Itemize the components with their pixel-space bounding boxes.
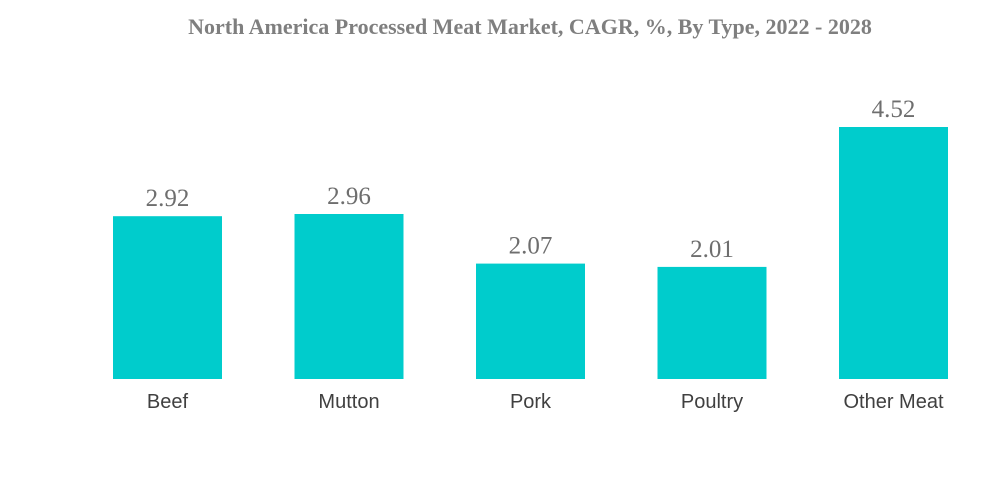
bar-other-meat	[839, 127, 948, 379]
value-label-pork: 2.07	[509, 233, 553, 260]
value-label-mutton: 2.96	[327, 183, 371, 210]
value-label-poultry: 2.01	[690, 236, 734, 263]
value-label-beef: 2.92	[146, 185, 190, 212]
bar-poultry	[657, 266, 767, 379]
value-label-other-meat: 4.52	[872, 96, 916, 123]
category-label-other-meat: Other Meat	[843, 391, 943, 413]
category-label-poultry: Poultry	[681, 391, 743, 413]
category-label-beef: Beef	[147, 391, 189, 413]
bar-pork	[476, 263, 585, 379]
chart-title: North America Processed Meat Market, CAG…	[188, 14, 872, 39]
category-label-mutton: Mutton	[318, 391, 379, 413]
bar-beef	[113, 216, 222, 379]
category-label-pork: Pork	[510, 391, 552, 413]
bar-mutton	[294, 214, 404, 379]
